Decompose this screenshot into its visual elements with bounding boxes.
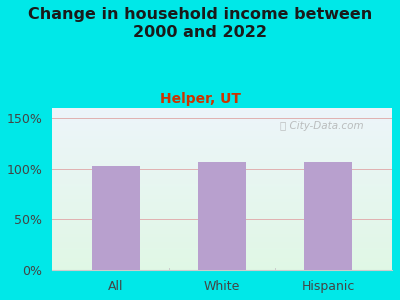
- Bar: [92, 166, 140, 270]
- Text: Change in household income between
2000 and 2022: Change in household income between 2000 …: [28, 8, 372, 40]
- Bar: [198, 162, 246, 270]
- Text: ⓘ City-Data.com: ⓘ City-Data.com: [280, 121, 364, 131]
- Bar: [304, 162, 352, 270]
- Text: Helper, UT: Helper, UT: [160, 92, 240, 106]
